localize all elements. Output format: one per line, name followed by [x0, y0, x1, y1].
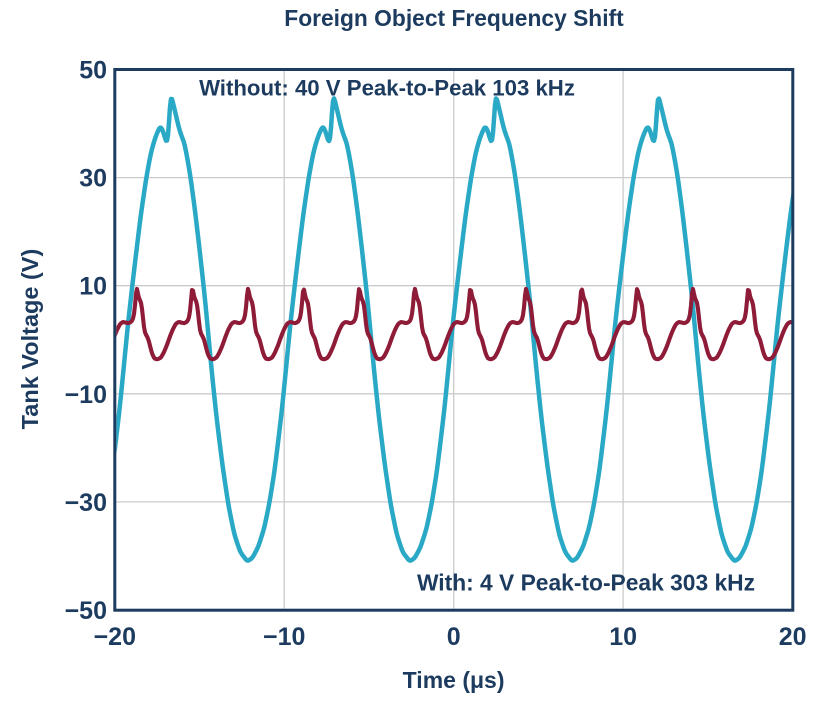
svg-text:Without: 40 V Peak-to-Peak 103: Without: 40 V Peak-to-Peak 103 kHz [199, 76, 575, 101]
svg-text:−30: −30 [65, 489, 107, 517]
svg-text:20: 20 [779, 623, 807, 651]
svg-text:30: 30 [79, 165, 107, 193]
svg-text:Foreign Object Frequency Shift: Foreign Object Frequency Shift [284, 5, 624, 31]
svg-text:−20: −20 [94, 623, 136, 651]
svg-text:Tank Voltage (V): Tank Voltage (V) [17, 249, 43, 430]
svg-text:With: 4 V Peak-to-Peak 303 kHz: With: 4 V Peak-to-Peak 303 kHz [417, 570, 755, 596]
svg-text:10: 10 [79, 273, 107, 301]
svg-text:0: 0 [447, 623, 461, 651]
svg-text:10: 10 [609, 623, 637, 651]
svg-text:−10: −10 [263, 623, 305, 651]
svg-text:−50: −50 [65, 597, 107, 625]
svg-text:−10: −10 [65, 381, 107, 409]
svg-text:Time (μs): Time (μs) [403, 667, 505, 693]
svg-text:50: 50 [79, 57, 107, 85]
